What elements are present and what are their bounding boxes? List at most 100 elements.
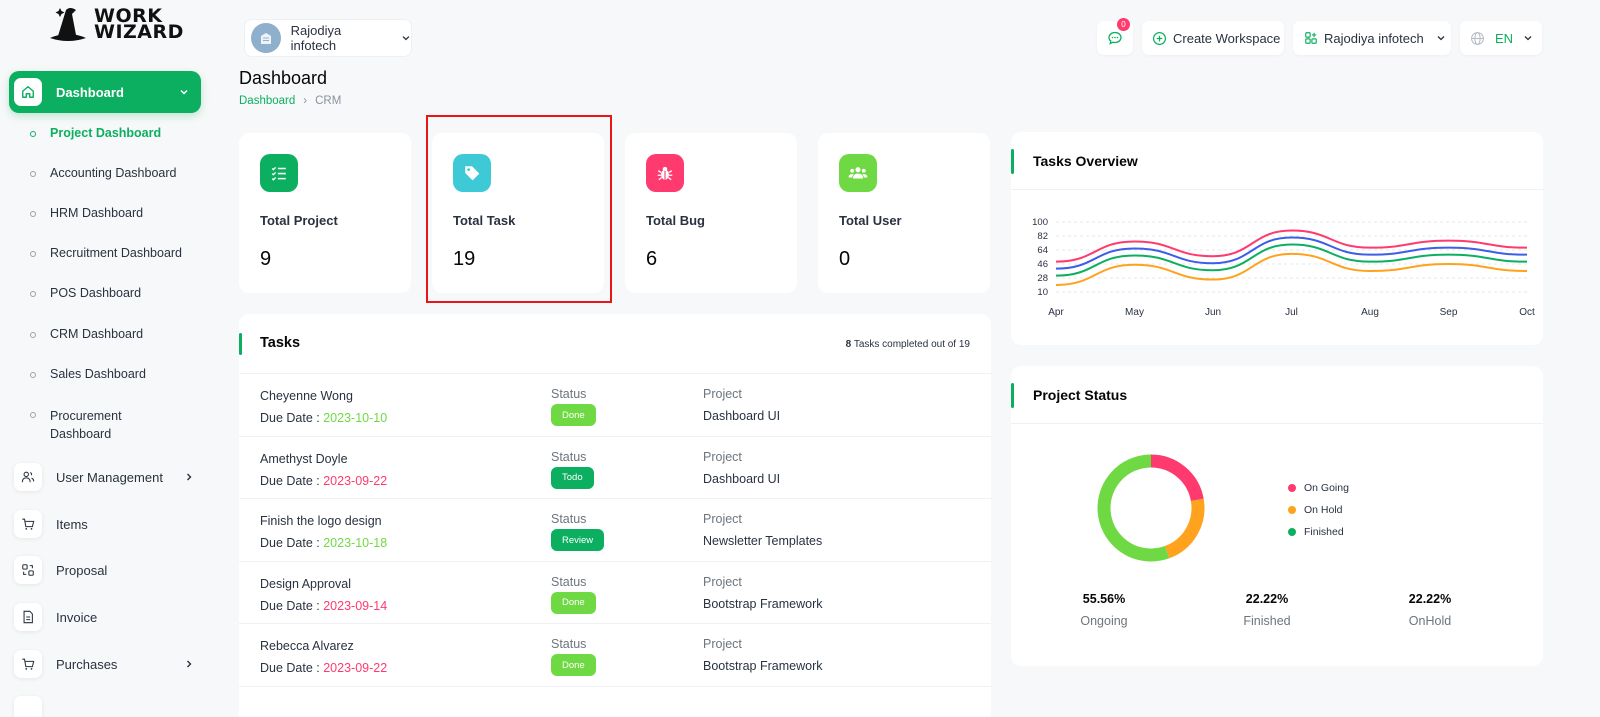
create-workspace-button[interactable]: Create Workspace (1142, 21, 1284, 55)
breadcrumb-link-dashboard[interactable]: Dashboard (239, 95, 296, 107)
project-name: Newsletter Templates (703, 534, 823, 548)
menu-icon (14, 696, 42, 717)
status-badge: Done (551, 404, 596, 426)
status-label: Status (551, 574, 587, 589)
stat-title: Total Project (260, 213, 338, 228)
project-label: Project (703, 387, 742, 401)
highlight-box (426, 115, 612, 303)
workspace-selector[interactable]: Rajodiya infotech (1293, 21, 1451, 55)
legend-item-finished: Finished (1288, 521, 1349, 543)
task-row[interactable]: Rebecca Alvarez Due Date : 2023-09-22 Stat… (239, 624, 991, 687)
sidebar-item-user-management[interactable]: User Management (14, 461, 194, 493)
y-tick-label: 64 (1037, 245, 1048, 256)
chat-button[interactable]: 0 (1097, 18, 1133, 55)
chat-badge: 0 (1117, 18, 1130, 31)
task-row[interactable]: Finish the logo design Due Date : 2023-10… (239, 499, 991, 562)
legend-dot (1288, 506, 1296, 514)
wizard-hat-icon (50, 8, 86, 41)
sidebar-item-invoice[interactable]: Invoice (14, 601, 194, 633)
sidebar-item-partial[interactable] (14, 694, 194, 717)
accent-bar (239, 333, 242, 355)
x-tick-label: Oct (1519, 307, 1535, 318)
chat-icon (1108, 31, 1122, 45)
stat-card-total-project[interactable]: Total Project 9 (239, 133, 411, 293)
sidebar-subitem-sales-dashboard[interactable]: Sales Dashboard (30, 367, 146, 381)
sidebar-subitem-project-dashboard[interactable]: Project Dashboard (30, 126, 161, 140)
chevron-down-icon (402, 36, 410, 41)
project-label: Project (703, 512, 742, 526)
chevron-right-icon (187, 660, 192, 668)
sidebar: WORK WIZARD Dashboard Project Dashboard … (0, 0, 215, 717)
company-avatar (251, 23, 281, 53)
page-title: Dashboard (239, 68, 328, 88)
legend-dot (1288, 484, 1296, 492)
project-status-title: Project Status (1033, 387, 1128, 403)
language-selector[interactable]: EN (1460, 21, 1542, 55)
task-name: Cheyenne Wong (260, 389, 353, 403)
sidebar-item-label: Dashboard (56, 84, 124, 100)
exchange-icon (14, 556, 42, 584)
company-selector[interactable]: Rajodiya infotech (244, 19, 412, 57)
status-badge: Done (551, 591, 596, 614)
stat-title: Total Task (453, 213, 516, 228)
donut-slice-on-hold (1164, 498, 1205, 559)
stat-card-total-user[interactable]: Total User 0 (818, 133, 990, 293)
series-line-2 (1055, 243, 1528, 277)
users-icon (14, 463, 42, 491)
donut-slice-on-going (1150, 454, 1204, 502)
series-line-0 (1055, 229, 1528, 263)
status-label: Status (551, 512, 587, 526)
home-icon (14, 78, 42, 106)
company-name: Rajodiya infotech (290, 23, 342, 53)
stat-ongoing: 55.56% Ongoing (1080, 592, 1128, 628)
sidebar-item-items[interactable]: Items (14, 508, 194, 540)
stat-card-total-task[interactable]: Total Task 19 (432, 133, 604, 293)
project-label: Project (703, 637, 742, 651)
chevron-down-icon (180, 89, 188, 95)
task-name: Amethyst Doyle (260, 451, 348, 466)
users-icon (839, 154, 877, 192)
overview-header: Tasks Overview (1011, 132, 1543, 190)
task-row[interactable]: Cheyenne Wong Due Date : 2023-10-10 Status… (239, 374, 991, 437)
status-badge: Todo (551, 466, 594, 489)
sidebar-subitem-procurement-dashboard[interactable]: Procurement Dashboard (30, 407, 150, 443)
legend-item-on-hold: On Hold (1288, 499, 1349, 521)
series-line-1 (1055, 236, 1528, 270)
sidebar-subitem-crm-dashboard[interactable]: CRM Dashboard (30, 327, 143, 341)
stat-card-total-bug[interactable]: Total Bug 6 (625, 133, 797, 293)
y-tick-label: 28 (1037, 273, 1048, 284)
task-row[interactable]: Design Approval Due Date : 2023-09-14 Stat… (239, 562, 991, 624)
task-due-date: Due Date : 2023-09-22 (260, 661, 388, 675)
sidebar-item-proposal[interactable]: Proposal (14, 554, 194, 586)
sidebar-item-purchases[interactable]: Purchases (14, 648, 194, 680)
stat-value: 9 (260, 248, 272, 270)
accent-bar (1011, 383, 1014, 408)
cart-icon (14, 510, 42, 538)
task-row[interactable]: Amethyst Doyle Due Date : 2023-09-22 Statu… (239, 437, 991, 499)
task-name: Design Approval (260, 576, 352, 591)
legend-item-on-going: On Going (1288, 477, 1349, 499)
sidebar-subitem-pos-dashboard[interactable]: POS Dashboard (30, 286, 141, 300)
apps-icon (1305, 32, 1317, 44)
brand-logo[interactable]: WORK WIZARD (46, 4, 184, 44)
project-name: Dashboard UI (703, 409, 781, 423)
stat-value: 6 (646, 248, 658, 270)
y-tick-label: 46 (1037, 259, 1048, 270)
plus-circle-icon (1152, 31, 1167, 45)
tasks-panel: Tasks 8 Tasks completed out of 19 Cheyen… (239, 314, 991, 717)
sidebar-subitem-accounting-dashboard[interactable]: Accounting Dashboard (30, 166, 176, 180)
sidebar-subitem-recruitment-dashboard[interactable]: Recruitment Dashboard (30, 246, 182, 260)
project-name: Bootstrap Framework (703, 596, 823, 611)
y-tick-label: 82 (1037, 231, 1048, 242)
tag-icon (453, 154, 491, 192)
stat-value: 19 (453, 248, 476, 270)
stat-value: 0 (839, 248, 851, 270)
task-due-date: Due Date : 2023-09-22 (260, 473, 388, 488)
task-list: Cheyenne Wong Due Date : 2023-10-10 Status… (239, 374, 991, 687)
sidebar-item-dashboard[interactable]: Dashboard (9, 71, 201, 113)
stat-title: Total Bug (646, 213, 705, 228)
status-label: Status (551, 637, 587, 651)
bullet-icon (30, 131, 36, 137)
sidebar-subitem-hrm-dashboard[interactable]: HRM Dashboard (30, 206, 143, 220)
status-badge: Review (551, 529, 605, 551)
